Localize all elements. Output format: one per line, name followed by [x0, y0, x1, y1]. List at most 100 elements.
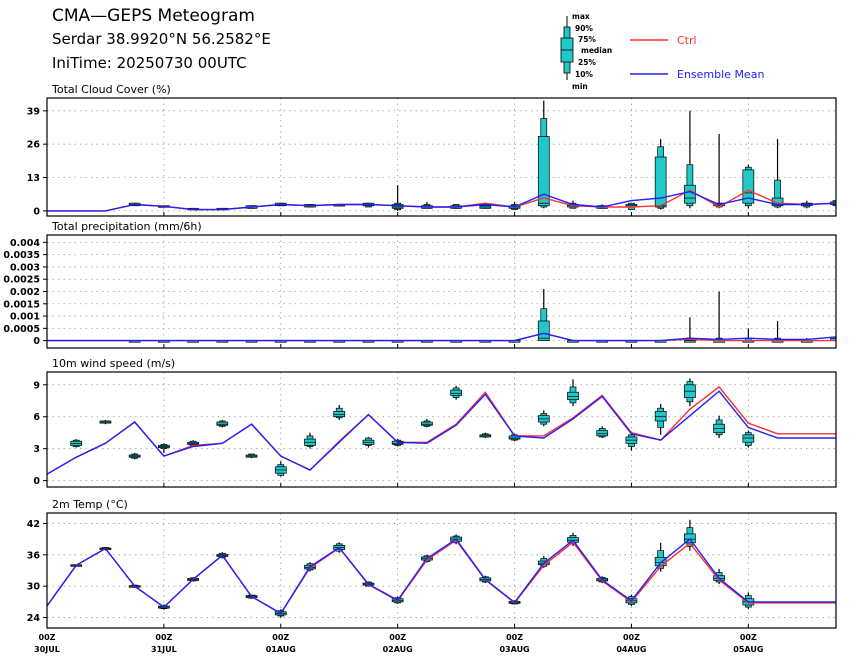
x-axis-labels: 00Z 30JUL 00Z 31JUL 00Z 01AUG 00Z 02AUG 00Z 03AUG…	[34, 633, 763, 654]
box-inner-p25-p75	[567, 391, 579, 401]
panel-3: 2m Temp (°C) 24 30 36 42	[27, 498, 837, 629]
panel-frame	[46, 234, 837, 349]
y-tick-label: 0.0025	[3, 275, 40, 286]
key-label-p25: 25%	[578, 58, 596, 67]
ensemble-box	[742, 592, 755, 610]
ensemble-box	[713, 133, 725, 209]
panel-frame	[46, 512, 837, 629]
y-tick-label: 6	[33, 412, 40, 423]
x-tick-date-label: 31JUL	[151, 645, 177, 654]
ensemble-box	[128, 452, 141, 460]
box-inner-p25-p75	[596, 430, 609, 437]
ensemble-box	[450, 385, 462, 400]
ensemble-box	[216, 419, 229, 428]
key-label-min: min	[572, 82, 588, 91]
x-tick-hour-label: 00Z	[155, 633, 172, 642]
x-tick-hour-label: 00Z	[506, 633, 523, 642]
box-inner-p25-p75	[421, 421, 433, 426]
x-tick-hour-label: 00Z	[389, 633, 406, 642]
box-inner-p25-p75	[333, 411, 346, 418]
ensemble-box	[596, 426, 609, 439]
ensemble-mean-series-line	[47, 538, 836, 615]
ensemble-box	[99, 419, 112, 425]
y-tick-label: 0.003	[10, 262, 40, 273]
ensemble-box	[304, 432, 316, 449]
y-tick-label: 30	[27, 582, 41, 593]
y-tick-label: 24	[27, 613, 41, 624]
y-tick-label: 0.004	[10, 238, 40, 249]
ctrl-series-line	[47, 189, 836, 212]
ensemble-box	[391, 185, 404, 211]
y-tick-label: 0	[33, 206, 40, 217]
key-label-max: max	[572, 12, 590, 21]
location-label: Serdar 38.9920°N 56.2582°E	[52, 30, 271, 48]
box-inner-p25-p75	[537, 320, 550, 341]
ensemble-mean-series-line	[47, 332, 836, 342]
ensemble-box	[771, 139, 784, 209]
key-label-p10: 10%	[575, 70, 593, 79]
x-tick-hour-label: 00Z	[740, 633, 757, 642]
box-inner-p25-p75	[742, 169, 755, 204]
line-legend: Ctrl Ensemble Mean	[630, 34, 764, 81]
x-tick-date-label: 05AUG	[733, 645, 763, 654]
panel-title: Total Cloud Cover (%)	[51, 83, 171, 96]
box-inner-p25-p75	[654, 156, 667, 208]
box-inner-p25-p75	[830, 337, 836, 341]
ensemble-box	[70, 439, 83, 448]
ensemble-box	[479, 432, 492, 439]
box-outer-p10-p90	[774, 179, 781, 208]
mean-legend-label: Ensemble Mean	[677, 68, 764, 81]
box-inner-p25-p75	[537, 136, 550, 207]
ensemble-box	[537, 100, 550, 209]
ensemble-box	[537, 289, 550, 341]
y-tick-label: 0.001	[10, 312, 40, 323]
init-time-label: IniTime: 20250730 00UTC	[52, 54, 247, 72]
key-label-p75: 75%	[578, 35, 596, 44]
panel-title: Total precipitation (mm/6h)	[51, 220, 202, 233]
x-tick-date-label: 03AUG	[499, 645, 529, 654]
x-tick-date-label: 02AUG	[383, 645, 413, 654]
panel-frame	[46, 97, 837, 217]
box-inner-p25-p75	[684, 184, 696, 204]
y-tick-label: 26	[27, 140, 41, 151]
ensemble-box	[742, 164, 755, 209]
y-tick-label: 39	[27, 106, 40, 117]
y-tick-label: 0.0035	[3, 250, 40, 261]
y-tick-label: 3	[33, 444, 40, 455]
panel-series	[47, 519, 836, 618]
ensemble-box	[362, 436, 375, 448]
ensemble-box	[274, 461, 287, 477]
ensemble-box	[567, 379, 579, 407]
ensemble-box	[713, 415, 725, 439]
panel-series	[47, 100, 836, 212]
y-tick-label: 0	[33, 476, 40, 487]
box-inner-p25-p75	[771, 197, 784, 207]
ensemble-box	[421, 418, 433, 428]
y-tick-label: 42	[27, 519, 40, 530]
box-inner-p25-p75	[654, 411, 667, 422]
ensemble-box	[245, 453, 258, 459]
x-tick-hour-label: 00Z	[272, 633, 289, 642]
x-tick-date-label: 04AUG	[616, 645, 646, 654]
panel-series	[47, 289, 836, 343]
y-tick-label: 0.0015	[3, 299, 40, 310]
panel-2: 10m wind speed (m/s) 0 3 6 9	[33, 357, 837, 488]
x-tick-date-label: 01AUG	[266, 645, 296, 654]
panel-0: Total Cloud Cover (%) 0 13 26 39	[27, 83, 837, 217]
key-label-p90: 90%	[575, 24, 593, 33]
ensemble-mean-series-line	[47, 190, 836, 212]
y-tick-label: 36	[27, 550, 41, 561]
y-tick-label: 0.0005	[3, 324, 40, 335]
ensemble-box	[537, 410, 550, 427]
box-plot-key: max 90% 75% median 25% 10% min	[560, 12, 612, 91]
chart-title: CMA—GEPS Meteogram	[52, 6, 255, 26]
ensemble-box	[625, 431, 638, 451]
panel-frame	[46, 371, 837, 488]
box-inner-p25-p75	[450, 389, 462, 396]
ensemble-box	[158, 443, 170, 453]
x-tick-hour-label: 00Z	[39, 633, 56, 642]
box-inner-p25-p75	[654, 557, 667, 567]
ensemble-mean-series-line	[47, 390, 836, 475]
